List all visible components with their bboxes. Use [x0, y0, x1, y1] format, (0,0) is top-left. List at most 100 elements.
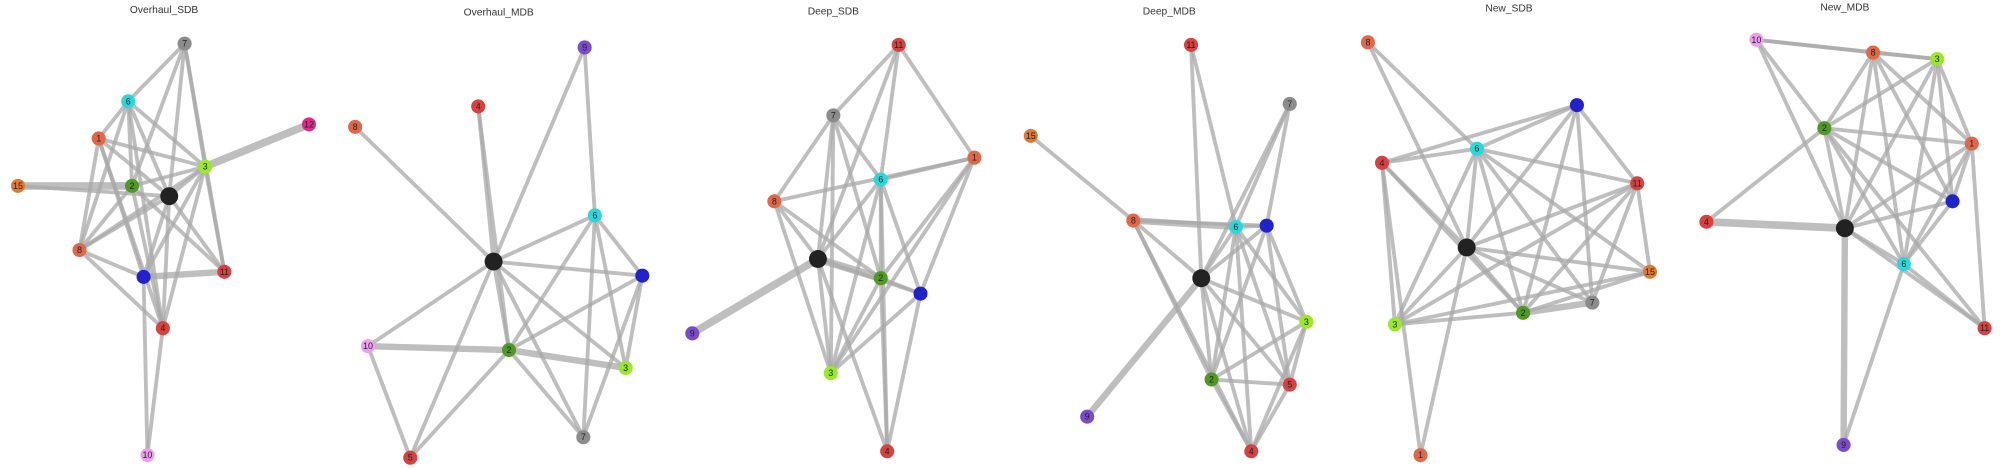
edge [1394, 269, 1651, 327]
node [121, 94, 136, 109]
edge [408, 348, 511, 460]
edge [878, 178, 923, 295]
edge [885, 293, 923, 452]
node [125, 178, 140, 193]
panel-title: Overhaul_MDB [464, 8, 534, 19]
node-label: 2 [1822, 123, 1827, 133]
edge [831, 114, 883, 279]
node-label: 1 [96, 134, 101, 144]
edge [1466, 245, 1651, 274]
edge [145, 327, 165, 456]
edge [1705, 126, 1826, 224]
node-label: 4 [476, 101, 481, 111]
edge [141, 195, 172, 278]
edge [130, 184, 226, 274]
edge [831, 43, 901, 117]
node [1360, 35, 1375, 50]
panel-title: Deep_MDB [1143, 6, 1196, 17]
edge [78, 184, 134, 252]
node [1977, 321, 1992, 336]
node [635, 268, 650, 283]
edge [1840, 228, 1849, 445]
node [177, 36, 192, 51]
node [618, 360, 633, 376]
node-label: 10 [142, 450, 152, 460]
node [1080, 409, 1095, 424]
edge [507, 348, 585, 439]
edge [508, 346, 627, 372]
edge [1084, 276, 1204, 419]
node-label: 11 [1980, 323, 1989, 333]
node [1469, 141, 1484, 156]
edge [491, 46, 587, 263]
node-label: 4 [1704, 217, 1709, 227]
edge [1522, 299, 1593, 317]
node-label: 8 [772, 196, 777, 206]
edge [880, 276, 922, 296]
node-label: 7 [1287, 99, 1292, 109]
node-label: 9 [582, 42, 587, 52]
edge [828, 179, 883, 374]
edge [491, 261, 511, 351]
node-label: 1 [972, 153, 977, 163]
node-label: 6 [126, 96, 131, 106]
node [471, 99, 486, 114]
node-label: 11 [1633, 178, 1642, 188]
edge [167, 195, 226, 273]
edge [1199, 278, 1214, 380]
edge [1823, 126, 1954, 203]
node [1023, 128, 1038, 143]
edge [1935, 58, 1974, 145]
edge [897, 43, 976, 159]
edge [203, 166, 227, 273]
edge [1475, 148, 1525, 314]
node [1896, 257, 1911, 272]
node [1282, 96, 1297, 111]
node [1387, 317, 1402, 332]
node [1642, 264, 1658, 279]
edge [1754, 38, 1826, 130]
node [967, 150, 982, 165]
node-label: 2 [130, 181, 135, 191]
node [873, 172, 888, 187]
edge [126, 101, 165, 329]
node-label: 5 [408, 453, 413, 463]
edge [1871, 51, 1955, 203]
edge [1756, 37, 1938, 61]
edge [1418, 247, 1469, 456]
edge [1029, 134, 1135, 223]
edge [1476, 146, 1638, 186]
node-label: 2 [1521, 308, 1526, 318]
edge [1935, 58, 1955, 202]
edge [366, 345, 413, 459]
edge [141, 165, 207, 278]
node-label: 4 [160, 323, 165, 333]
edge [829, 156, 976, 375]
edge [1476, 103, 1578, 151]
edge [1380, 162, 1423, 456]
node-label: 9 [1841, 440, 1846, 450]
edge [167, 43, 187, 197]
edge [1901, 58, 1940, 265]
edge [1465, 246, 1525, 315]
edge [1200, 276, 1308, 324]
node [880, 444, 895, 459]
node [140, 448, 155, 463]
node-label: 10 [1751, 35, 1761, 45]
node [1183, 37, 1199, 52]
node [217, 264, 232, 279]
edge [1249, 321, 1309, 453]
node [1835, 219, 1854, 238]
edge [126, 42, 186, 103]
edge [878, 44, 901, 180]
node-label: 4 [1249, 446, 1254, 456]
edge [160, 196, 172, 329]
edge [366, 259, 495, 348]
edge [1842, 52, 1875, 229]
node [826, 108, 841, 123]
node [1457, 238, 1476, 257]
edge [1822, 127, 1987, 330]
node [360, 339, 375, 354]
edge [160, 166, 207, 329]
node [1930, 51, 1945, 67]
